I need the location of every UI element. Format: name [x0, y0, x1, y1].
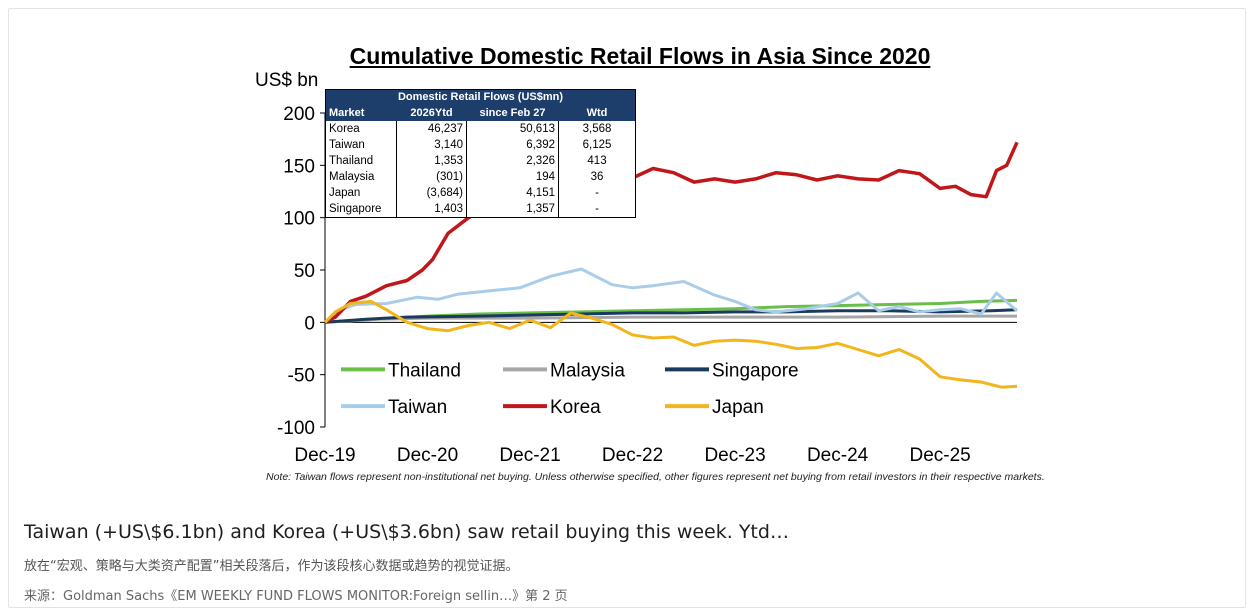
figure-caption: Taiwan (+US\$6.1bn) and Korea (+US\$3.6b…	[24, 521, 789, 543]
x-tick-label: Dec-20	[397, 445, 458, 466]
legend-label-japan: Japan	[712, 397, 764, 418]
table-cell: Thailand	[329, 155, 374, 167]
table-row: Singapore 1,403 1,357 -	[326, 201, 635, 217]
x-tick-label: Dec-19	[294, 445, 355, 466]
table-row: Thailand 1,353 2,326 413	[326, 153, 635, 169]
table-cell: 3,140	[396, 137, 466, 153]
y-tick-label: 50	[294, 261, 315, 282]
table-cell: (301)	[396, 169, 466, 185]
y-tick-label: 100	[283, 209, 315, 230]
table-cell: 413	[558, 153, 635, 169]
series-line-korea	[324, 141, 1019, 324]
table-cell: 6,392	[466, 137, 558, 153]
y-tick-label: -50	[288, 366, 315, 387]
series-line-taiwan	[324, 267, 1018, 324]
x-tick-label: Dec-25	[909, 445, 970, 466]
table-header-ytd: 2026Ytd	[396, 105, 466, 121]
table-cell: Korea	[329, 123, 360, 135]
table-cell: 36	[558, 169, 635, 185]
table-cell: 1,353	[396, 153, 466, 169]
table-cell: 2,326	[466, 153, 558, 169]
table-cell: -	[558, 201, 635, 217]
table-cell: 1,403	[396, 201, 466, 217]
chart-title: Cumulative Domestic Retail Flows in Asia…	[349, 43, 931, 69]
table-cell: 4,151	[466, 185, 558, 201]
table-title: Domestic Retail Flows (US$mn)	[326, 90, 635, 105]
y-tick-label: 150	[283, 156, 315, 177]
table-cell: 50,613	[466, 121, 558, 137]
chart-figure: 200 150 100 50 0 -50 -100 Dec-19 Dec-20 Dec-21 Dec…	[245, 37, 1045, 507]
table-header-wtd: Wtd	[558, 105, 635, 121]
chart-note: Note: Taiwan flows represent non-institu…	[266, 471, 1045, 483]
figure-description: 放在“宏观、策略与大类资产配置”相关段落后，作为该段核心数据或趋势的视觉证据。	[24, 559, 519, 574]
y-axis-label: US$ bn	[255, 70, 319, 91]
x-tick-label: Dec-24	[807, 445, 869, 466]
table-header-since: since Feb 27	[466, 105, 558, 121]
table-header-market: Market	[329, 107, 365, 119]
legend-label-singapore: Singapore	[712, 360, 799, 381]
table-cell: (3,684)	[396, 185, 466, 201]
legend-label-taiwan: Taiwan	[388, 397, 447, 418]
legend-label-thailand: Thailand	[388, 360, 461, 381]
legend-label-korea: Korea	[550, 397, 601, 418]
table-row: Malaysia (301) 194 36	[326, 169, 635, 185]
figure-card: 200 150 100 50 0 -50 -100 Dec-19 Dec-20 Dec-21 Dec…	[8, 8, 1246, 608]
table-cell: -	[558, 185, 635, 201]
table-header-row: Market 2026Ytd since Feb 27 Wtd	[326, 105, 635, 121]
x-tick-label: Dec-23	[704, 445, 765, 466]
figure-source: 来源：Goldman Sachs《EM WEEKLY FUND FLOWS MO…	[24, 589, 568, 604]
table-cell: 6,125	[558, 137, 635, 153]
table-row: Taiwan 3,140 6,392 6,125	[326, 137, 635, 153]
y-tick-label: 0	[304, 313, 315, 334]
series-line-japan	[323, 299, 1018, 389]
table-cell: 1,357	[466, 201, 558, 217]
retail-flows-table: Domestic Retail Flows (US$mn) Market 202…	[325, 89, 636, 218]
table-row: Korea 46,237 50,613 3,568	[326, 121, 635, 137]
line-chart: 200 150 100 50 0 -50 -100 Dec-19 Dec-20 Dec-21 Dec…	[277, 104, 1019, 466]
table-cell: Malaysia	[329, 171, 375, 183]
x-tick-label: Dec-22	[602, 445, 663, 466]
x-tick-label: Dec-21	[499, 445, 560, 466]
y-tick-label: -100	[277, 418, 315, 439]
table-cell: 3,568	[558, 121, 635, 137]
table-cell: 194	[466, 169, 558, 185]
table-cell: 46,237	[396, 121, 466, 137]
table-cell: Singapore	[329, 203, 382, 215]
table-cell: Taiwan	[329, 139, 365, 151]
table-row: Japan (3,684) 4,151 -	[326, 185, 635, 201]
legend-label-malaysia: Malaysia	[550, 360, 625, 381]
y-tick-label: 200	[283, 104, 315, 125]
table-cell: Japan	[329, 187, 361, 199]
